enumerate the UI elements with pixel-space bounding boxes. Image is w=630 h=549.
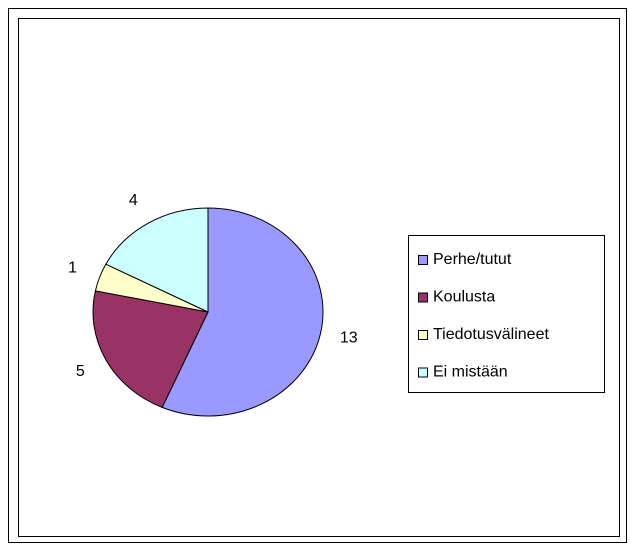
data-label: 5 — [76, 363, 85, 380]
chart-frame — [18, 18, 620, 537]
legend-swatch — [418, 255, 428, 265]
legend-label: Koulusta — [433, 289, 495, 306]
outer-frame — [8, 8, 627, 543]
legend-swatch — [418, 292, 428, 303]
pie-slice — [92, 290, 209, 409]
data-label: 4 — [129, 192, 138, 209]
pie-slice — [105, 207, 209, 313]
pie-slice — [161, 207, 324, 417]
legend-label: Tiedotusvälineet — [433, 326, 549, 343]
legend-swatch — [418, 330, 428, 340]
data-label: 1 — [68, 260, 77, 277]
legend-box — [408, 235, 605, 393]
legend-label: Ei mistään — [433, 364, 508, 381]
legend-label: Perhe/tutut — [433, 251, 512, 268]
data-label: 13 — [340, 330, 358, 347]
legend-swatch — [418, 367, 428, 378]
